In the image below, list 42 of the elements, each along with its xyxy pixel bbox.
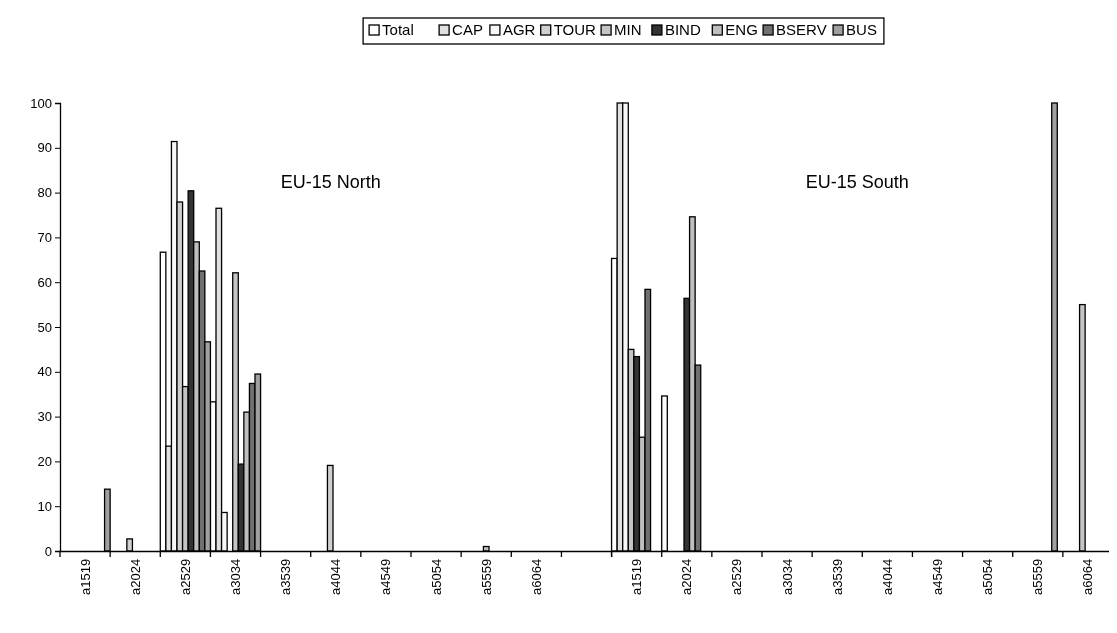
x-tick-label: a5054	[980, 558, 996, 595]
y-tick-label: 50	[37, 319, 52, 335]
x-tick-label: a5054	[428, 558, 444, 595]
x-tick-label: a2024	[679, 558, 695, 595]
annotation: EU-15 North	[280, 172, 381, 193]
x-tick-label: a5559	[478, 558, 494, 595]
y-tick-label: 90	[37, 140, 52, 156]
legend-label: MIN	[614, 21, 642, 38]
legend-label: BUS	[846, 21, 877, 38]
legend-label: Total	[382, 21, 414, 38]
x-tick-label: a4044	[328, 558, 344, 595]
y-tick-label: 70	[37, 230, 52, 246]
annotation: EU-15 South	[805, 172, 909, 193]
y-tick-label: 10	[37, 498, 52, 514]
y-tick-label: 40	[37, 364, 52, 380]
y-tick-label: 60	[37, 274, 52, 290]
x-tick-label: a5559	[1030, 558, 1046, 595]
legend-label: BSERV	[776, 21, 827, 38]
x-tick-label: a2529	[177, 558, 193, 595]
legend-label: CAP	[452, 21, 483, 38]
x-tick-label: a3539	[278, 558, 294, 595]
legend-label: BIND	[664, 21, 701, 38]
y-tick-label: 100	[30, 95, 52, 111]
x-tick-label: a6064	[1080, 558, 1096, 595]
x-tick-label: a3034	[228, 558, 244, 595]
y-tick-label: 80	[37, 185, 52, 201]
x-tick-label: a3034	[779, 558, 795, 595]
y-tick-label: 20	[37, 454, 52, 470]
x-tick-label: a4044	[879, 558, 895, 595]
x-tick-label: a3539	[829, 558, 845, 595]
x-tick-label: a4549	[378, 558, 394, 595]
x-tick-label: a6064	[528, 558, 544, 595]
y-tick-label: 30	[37, 409, 52, 425]
legend-label: AGR	[502, 21, 536, 38]
x-tick-label: a2024	[127, 558, 143, 595]
legend-label: TOUR	[553, 21, 597, 38]
x-tick-label: a1519	[77, 558, 93, 595]
legend-label: ENG	[725, 21, 758, 38]
y-tick-label: 0	[44, 543, 52, 559]
x-tick-label: a4549	[930, 558, 946, 595]
x-tick-label: a1519	[629, 558, 645, 595]
x-tick-label: a2529	[729, 558, 745, 595]
